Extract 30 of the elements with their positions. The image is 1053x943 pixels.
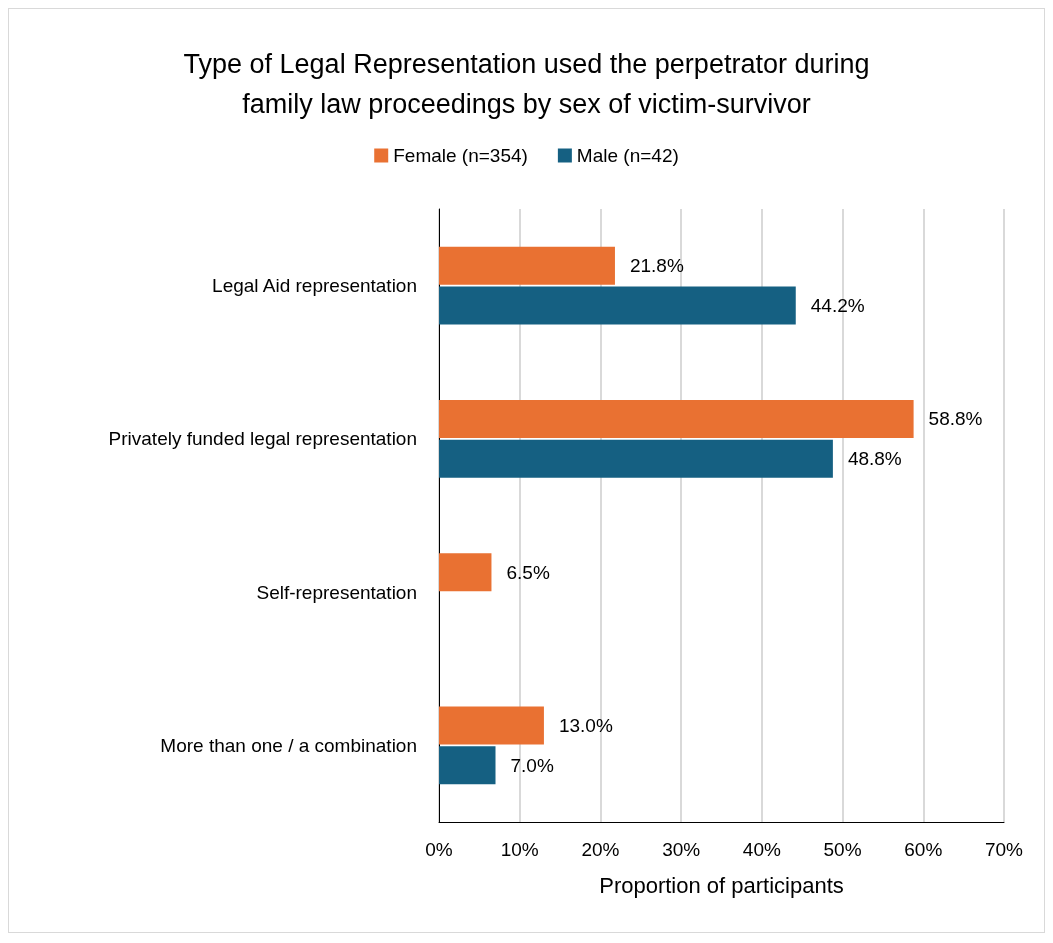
bar — [439, 246, 615, 285]
bar — [439, 746, 496, 785]
x-tick-label: 20% — [581, 839, 620, 860]
bar — [439, 706, 544, 745]
y-tick-label: Privately funded legal representation — [108, 428, 417, 450]
data-label: 58.8% — [928, 408, 983, 430]
y-tick-label: More than one / a combination — [160, 734, 417, 756]
x-tick-label: 40% — [742, 839, 781, 860]
x-tick-label: 10% — [500, 839, 539, 860]
data-label: 21.8% — [629, 255, 684, 277]
x-tick-label: 0% — [425, 839, 453, 860]
data-label: 44.2% — [810, 295, 865, 317]
x-tick-label: 60% — [904, 839, 943, 860]
data-label: 48.8% — [847, 448, 902, 470]
data-label: 7.0% — [510, 754, 554, 776]
legend-label: Female (n=354) — [393, 145, 528, 166]
bar — [439, 399, 914, 438]
x-axis-title: Proportion of participants — [599, 872, 844, 898]
chart-title: Type of Legal Representation used the perpetrator during family law proceedings by sex of victim-survivor — [183, 49, 870, 119]
legend-label: Male (n=42) — [576, 145, 679, 166]
y-tick-label: Self-representation — [256, 581, 417, 603]
bar — [439, 286, 796, 325]
x-tick-label: 30% — [662, 839, 701, 860]
x-tick-label: 50% — [823, 839, 862, 860]
data-label: 13.0% — [558, 714, 613, 736]
x-tick-label: 70% — [984, 839, 1024, 860]
bar — [439, 553, 492, 592]
y-tick-label: Legal Aid representation — [212, 275, 417, 297]
bar — [439, 439, 833, 478]
data-label: 6.5% — [506, 561, 550, 583]
